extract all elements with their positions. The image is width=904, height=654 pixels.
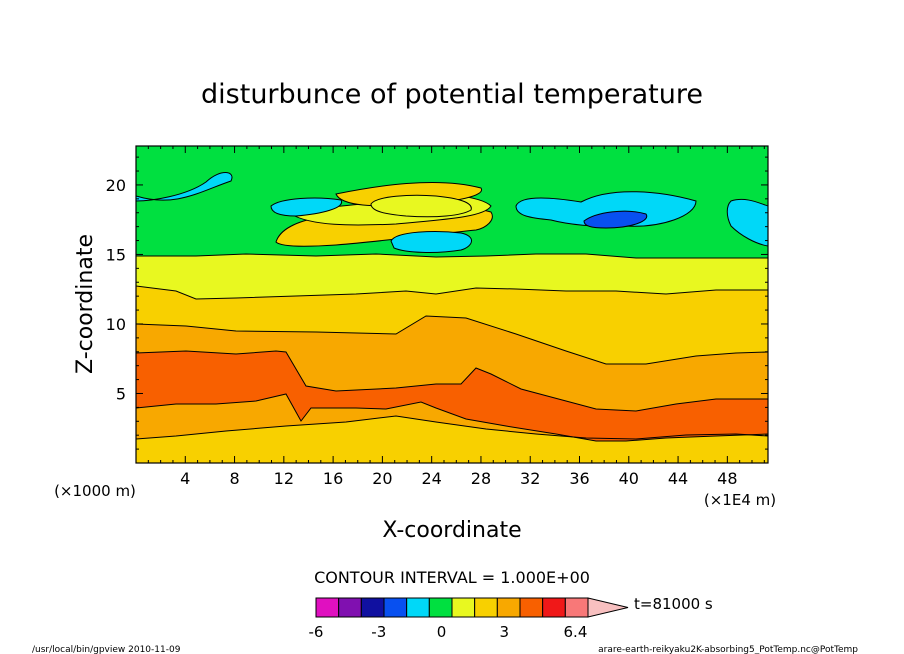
x-tick-label: 48 [717, 469, 737, 488]
x-tick-label: 36 [569, 469, 589, 488]
colorbar-segment [338, 597, 362, 618]
x-tick-label: 44 [668, 469, 688, 488]
colorbar-segment [360, 597, 385, 618]
contour-line-1 [136, 415, 768, 440]
x-tick-label: 28 [471, 469, 491, 488]
contour-line-5 [136, 285, 768, 300]
y-tick-label: 15 [106, 245, 126, 264]
time-label: t=81000 s [634, 595, 713, 613]
colorbar-segment [474, 597, 498, 618]
colorbar-tick-label: 3 [500, 623, 510, 641]
y-tick-label: 5 [116, 384, 126, 403]
contour-line-4 [136, 315, 768, 365]
y-axis-label: Z-coordinate [73, 234, 98, 374]
y-tick-label: 10 [106, 315, 126, 334]
x-tick-label: 24 [421, 469, 441, 488]
x-tick-label: 40 [619, 469, 639, 488]
right-edge-cyan-pocket [726, 198, 768, 247]
colorbar-segment [564, 597, 589, 618]
mid-cyan-pocket [390, 231, 472, 253]
plot-area [136, 146, 768, 463]
x-unit-right-label: (×1E4 m) [704, 491, 776, 509]
x-tick-label: 16 [323, 469, 343, 488]
colorbar-tick-label: 6.4 [564, 623, 588, 641]
colorbar-segment [451, 597, 476, 618]
footer-left-text: /usr/local/bin/gpview 2010-11-09 [32, 645, 181, 654]
colorbar-tick-label: -6 [309, 623, 324, 641]
y-tick-label: 20 [106, 176, 126, 195]
x-tick-label: 20 [372, 469, 392, 488]
contour-line-2 [136, 393, 768, 442]
colorbar-segment [406, 597, 430, 618]
colorbar-tick-label: -3 [371, 623, 386, 641]
right-blue-pocket [583, 210, 648, 229]
y-axis: 5 10 15 20 [106, 156, 768, 450]
colorbar: -6 -3 0 3 6.4 [309, 597, 629, 641]
x-tick-label: 8 [229, 469, 239, 488]
contour-interval-text: CONTOUR INTERVAL = 1.000E+00 [314, 568, 590, 587]
colorbar-segment [383, 597, 408, 618]
plot-frame [135, 145, 769, 464]
colorbar-tick-label: 0 [437, 623, 447, 641]
right-cyan-pocket [515, 191, 697, 228]
x-unit-left-label: (×1000 m) [54, 482, 136, 500]
upper-cyan-pocket [270, 197, 343, 217]
colorbar-extend-triangle [587, 597, 629, 618]
colorbar-segment [315, 597, 340, 618]
mid-orange-lens [370, 194, 472, 218]
x-tick-label: 4 [180, 469, 190, 488]
contour-line-6 [136, 253, 768, 259]
colorbar-segment [496, 597, 521, 618]
x-tick-label: 12 [274, 469, 294, 488]
chart-title: disturbunce of potential temperature [201, 79, 703, 110]
colorbar-segment [542, 597, 566, 618]
colorbar-segment [428, 597, 453, 618]
colorbar-segment [519, 597, 544, 618]
contour-line-3 [136, 350, 768, 412]
x-axis: 4 8 12 16 20 24 28 32 36 40 44 48 [147, 146, 765, 488]
x-axis-label: X-coordinate [382, 518, 521, 543]
footer-right-text: arare-earth-reikyaku2K-absorbing5_PotTem… [598, 645, 858, 654]
x-tick-label: 32 [520, 469, 540, 488]
left-cyan-pocket [136, 172, 233, 202]
